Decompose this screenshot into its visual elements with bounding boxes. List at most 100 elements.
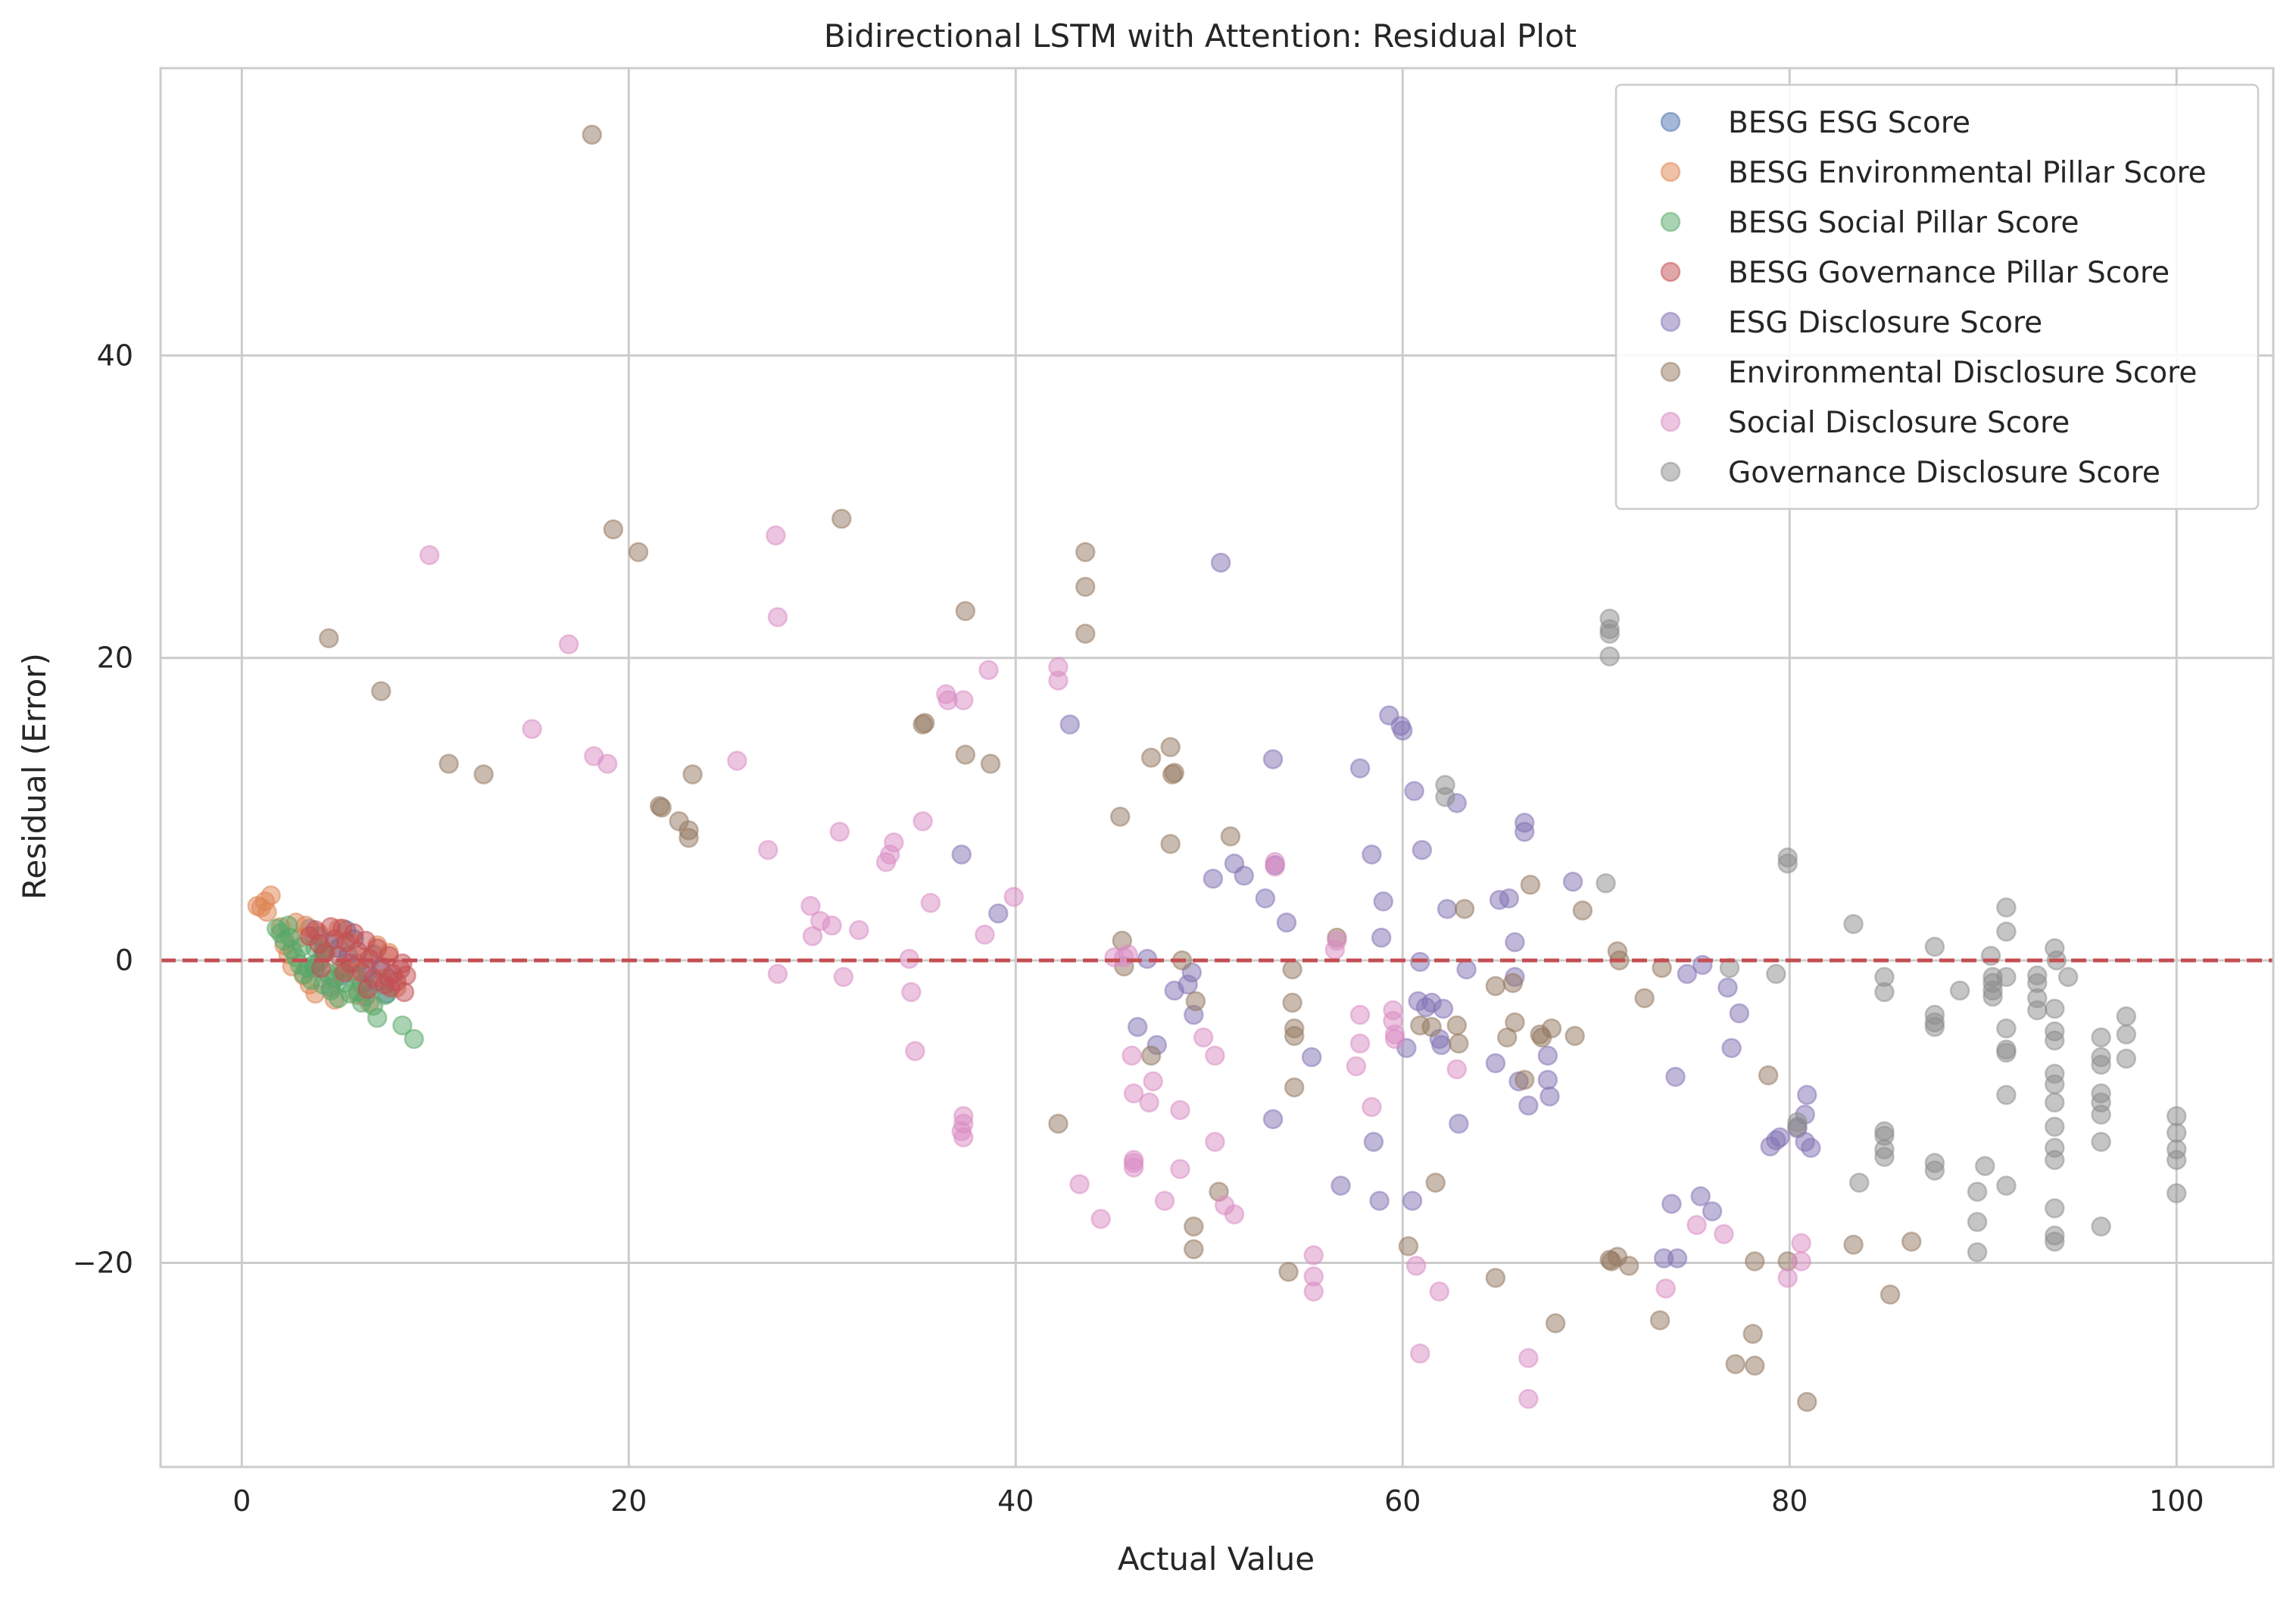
- legend-marker: [1660, 311, 1681, 332]
- data-point: [1075, 541, 1096, 563]
- data-point: [1449, 1033, 1469, 1054]
- data-point: [1164, 763, 1185, 783]
- data-point: [1429, 1281, 1450, 1302]
- data-point: [1373, 891, 1393, 912]
- data-point: [1160, 737, 1181, 757]
- y-tick-label: 20: [97, 641, 133, 675]
- data-point: [1996, 921, 2017, 942]
- data-point: [1224, 1204, 1245, 1225]
- data-point: [1514, 822, 1535, 842]
- data-point: [1717, 977, 1738, 998]
- data-point: [2045, 1116, 2065, 1137]
- data-point: [1303, 1281, 1324, 1302]
- legend: BESG ESG Score BESG Environmental Pillar …: [1614, 83, 2260, 510]
- legend-marker: [1660, 161, 1681, 183]
- data-point: [1362, 844, 1382, 865]
- data-point: [1282, 992, 1302, 1013]
- data-point: [392, 953, 413, 974]
- legend-marker: [1660, 361, 1681, 382]
- data-point: [2167, 1183, 2187, 1203]
- data-point: [1143, 1071, 1163, 1092]
- data-point: [1599, 623, 1620, 644]
- data-point: [1502, 972, 1524, 994]
- data-point: [1924, 1016, 1945, 1038]
- data-point: [1967, 1212, 1988, 1232]
- data-point: [1770, 1127, 1790, 1147]
- data-point: [1599, 646, 1620, 666]
- x-tick-label: 0: [232, 1484, 251, 1518]
- data-point: [1384, 1028, 1405, 1050]
- data-point: [1537, 1069, 1558, 1091]
- data-point: [1766, 963, 1786, 985]
- data-point: [1205, 1131, 1225, 1152]
- data-point: [1505, 932, 1525, 953]
- data-point: [1349, 758, 1371, 779]
- data-point: [1205, 1045, 1225, 1066]
- data-point: [1123, 1083, 1144, 1104]
- y-axis-label: Residual (Error): [16, 653, 53, 900]
- data-point: [1398, 1236, 1419, 1256]
- data-point: [955, 744, 976, 765]
- data-point: [1949, 980, 1970, 1001]
- legend-marker: [1660, 461, 1681, 482]
- data-point: [522, 719, 542, 739]
- data-point: [1661, 1194, 1682, 1214]
- series-6: [419, 525, 1811, 1409]
- data-point: [1069, 1174, 1090, 1194]
- plot-frame: [159, 67, 2275, 1468]
- data-point: [1449, 1113, 1469, 1134]
- data-point: [1284, 1025, 1305, 1047]
- data-point: [1564, 1025, 1585, 1047]
- data-point: [1996, 1175, 2017, 1196]
- data-point: [975, 924, 995, 945]
- series-5: [319, 124, 1922, 1412]
- data-point: [1924, 1160, 1945, 1181]
- data-point: [2116, 1006, 2137, 1027]
- data-point: [1982, 986, 2003, 1007]
- data-point: [257, 901, 277, 922]
- data-point: [1677, 963, 1698, 985]
- data-point: [2045, 1231, 2065, 1252]
- data-point: [1110, 807, 1131, 827]
- data-point: [1393, 720, 1413, 741]
- data-point: [1123, 1157, 1144, 1178]
- data-point: [473, 764, 494, 785]
- data-point: [1265, 857, 1285, 877]
- chart-title: Bidirectional LSTM with Attention: Resid…: [824, 17, 1577, 55]
- data-point: [2045, 998, 2065, 1019]
- data-point: [628, 541, 649, 563]
- data-point: [1412, 840, 1433, 860]
- data-point: [1967, 1181, 1988, 1202]
- data-point: [1003, 886, 1024, 907]
- data-point: [1210, 552, 1231, 573]
- data-point: [1721, 1038, 1742, 1059]
- data-point: [1777, 854, 1798, 874]
- data-point: [2045, 1150, 2065, 1170]
- data-point: [1170, 1159, 1190, 1179]
- data-point: [1742, 1324, 1763, 1344]
- data-point: [1284, 1077, 1305, 1098]
- data-point: [1874, 982, 1895, 1003]
- ticks-layer: 0 20 40 60 80 100 −20 0 20 40: [73, 339, 2204, 1518]
- points-layer: [247, 124, 2187, 1412]
- data-point: [1255, 888, 1276, 909]
- x-tick-label: 40: [997, 1484, 1034, 1518]
- data-point: [1667, 1248, 1688, 1269]
- data-point: [978, 660, 999, 680]
- data-point: [901, 982, 922, 1003]
- data-point: [2167, 1150, 2187, 1170]
- data-point: [603, 519, 624, 540]
- legend-marker: [1660, 261, 1681, 282]
- data-point: [1599, 1250, 1620, 1270]
- data-point: [758, 840, 778, 860]
- data-point: [582, 124, 603, 145]
- data-point: [1996, 1042, 2017, 1063]
- data-point: [1330, 1175, 1351, 1196]
- data-point: [380, 977, 401, 998]
- data-point: [1797, 1084, 1817, 1106]
- x-tick-label: 60: [1384, 1484, 1421, 1518]
- data-point: [1262, 1109, 1284, 1129]
- data-point: [1282, 959, 1302, 980]
